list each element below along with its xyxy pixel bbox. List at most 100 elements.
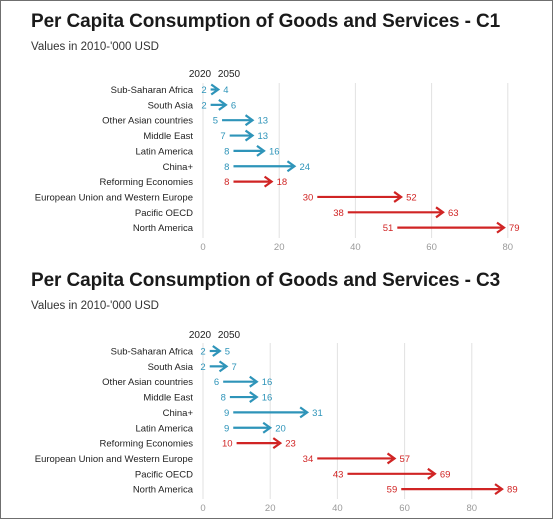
value-label-2050: 23: [285, 439, 296, 450]
chart-title: Per Capita Consumption of Goods and Serv…: [31, 270, 501, 291]
arrow-head: [263, 175, 274, 188]
column-header-2020: 2020: [189, 330, 212, 341]
arrow-head: [212, 345, 222, 357]
value-label-2050: 69: [440, 469, 451, 480]
value-label-2020: 7: [220, 131, 225, 142]
value-label-2020: 38: [333, 208, 344, 219]
category-label: Reforming Economies: [100, 439, 194, 450]
arrow-head: [210, 83, 221, 96]
category-label: Middle East: [143, 131, 193, 142]
category-label: Pacific OECD: [135, 469, 193, 480]
x-tick-label: 60: [426, 242, 437, 253]
x-tick-label: 0: [200, 242, 205, 253]
arrow-head: [435, 206, 445, 219]
chart-panel-c3: Per Capita Consumption of Goods and Serv…: [0, 259, 553, 518]
value-label-2020: 9: [224, 408, 229, 419]
category-label: South Asia: [148, 362, 194, 373]
category-label: South Asia: [148, 100, 194, 111]
category-label: Latin America: [135, 146, 193, 157]
x-tick-label: 60: [399, 503, 410, 514]
arrow-head: [218, 360, 229, 373]
chart-title: Per Capita Consumption of Goods and Serv…: [31, 11, 501, 32]
value-label-2020: 51: [383, 223, 394, 234]
arrow-head: [244, 129, 255, 142]
arrow-head: [386, 452, 397, 465]
value-label-2050: 24: [299, 162, 310, 173]
column-header-2020: 2020: [189, 69, 212, 80]
category-label: European Union and Western Europe: [35, 192, 193, 203]
value-label-2050: 52: [406, 192, 417, 203]
value-label-2020: 34: [303, 454, 314, 465]
arrow-chart-c3: 0 20 40 60 80 2020 2050 Sub-Saharan Africa 2 5 Sou…: [35, 330, 518, 514]
category-label: Latin America: [135, 423, 193, 434]
x-tick-label: 40: [350, 242, 361, 253]
value-label-2020: 2: [201, 85, 206, 96]
value-label-2020: 8: [224, 162, 229, 173]
value-label-2020: 2: [200, 362, 205, 373]
value-label-2020: 43: [333, 469, 344, 480]
arrow-head: [256, 145, 266, 157]
x-tick-label: 0: [200, 503, 205, 514]
value-label-2050: 20: [275, 423, 286, 434]
category-label: Other Asian countries: [102, 116, 193, 127]
value-label-2050: 5: [225, 347, 230, 358]
arrow-head: [249, 375, 259, 388]
value-label-2020: 9: [224, 423, 229, 434]
value-label-2020: 8: [224, 177, 229, 188]
value-label-2050: 6: [231, 100, 236, 111]
arrow-head: [494, 483, 504, 496]
arrow-head: [286, 160, 297, 173]
value-label-2020: 59: [387, 485, 398, 496]
value-label-2050: 57: [400, 454, 411, 465]
value-label-2050: 16: [269, 146, 280, 157]
value-label-2050: 13: [258, 131, 269, 142]
column-header-2050: 2050: [218, 330, 241, 341]
column-header-2050: 2050: [218, 69, 241, 80]
arrow-head: [244, 114, 255, 127]
category-label: Other Asian countries: [102, 377, 193, 388]
value-label-2050: 13: [258, 116, 269, 127]
value-label-2020: 5: [213, 116, 218, 127]
chart-subtitle: Values in 2010-'000 USD: [31, 300, 159, 312]
value-label-2020: 10: [222, 439, 233, 450]
value-label-2050: 18: [277, 177, 288, 188]
arrow-head: [496, 221, 506, 234]
arrow-head: [427, 467, 437, 480]
value-label-2050: 16: [262, 377, 273, 388]
value-label-2050: 79: [509, 223, 520, 234]
value-label-2050: 63: [448, 208, 459, 219]
category-label: North America: [133, 223, 194, 234]
category-label: Pacific OECD: [135, 208, 193, 219]
value-label-2020: 8: [221, 393, 226, 404]
category-label: Reforming Economies: [100, 177, 194, 188]
category-label: Sub-Saharan Africa: [111, 347, 194, 358]
category-label: Sub-Saharan Africa: [111, 85, 194, 96]
arrow-head: [262, 421, 273, 434]
category-label: North America: [133, 485, 194, 496]
arrow-head: [249, 391, 259, 403]
x-tick-label: 40: [332, 503, 343, 514]
value-label-2050: 31: [312, 408, 323, 419]
category-label: Middle East: [143, 393, 193, 404]
x-tick-label: 20: [265, 503, 276, 514]
value-label-2050: 89: [507, 485, 518, 496]
value-label-2020: 2: [200, 347, 205, 358]
chart-panel-c1: Per Capita Consumption of Goods and Serv…: [0, 0, 553, 259]
value-label-2050: 7: [232, 362, 237, 373]
category-label: China+: [163, 408, 194, 419]
arrow-head: [272, 437, 283, 449]
value-label-2020: 8: [224, 146, 229, 157]
arrow-head: [299, 406, 310, 419]
category-label: European Union and Western Europe: [35, 454, 193, 465]
x-tick-label: 20: [274, 242, 285, 253]
value-label-2020: 2: [201, 100, 206, 111]
category-label: China+: [163, 162, 194, 173]
arrow-head: [218, 98, 228, 111]
chart-subtitle: Values in 2010-'000 USD: [31, 41, 159, 53]
arrow-head: [393, 191, 404, 203]
value-label-2020: 6: [214, 377, 219, 388]
x-tick-label: 80: [467, 503, 478, 514]
x-tick-label: 80: [503, 242, 514, 253]
value-label-2050: 4: [223, 85, 228, 96]
